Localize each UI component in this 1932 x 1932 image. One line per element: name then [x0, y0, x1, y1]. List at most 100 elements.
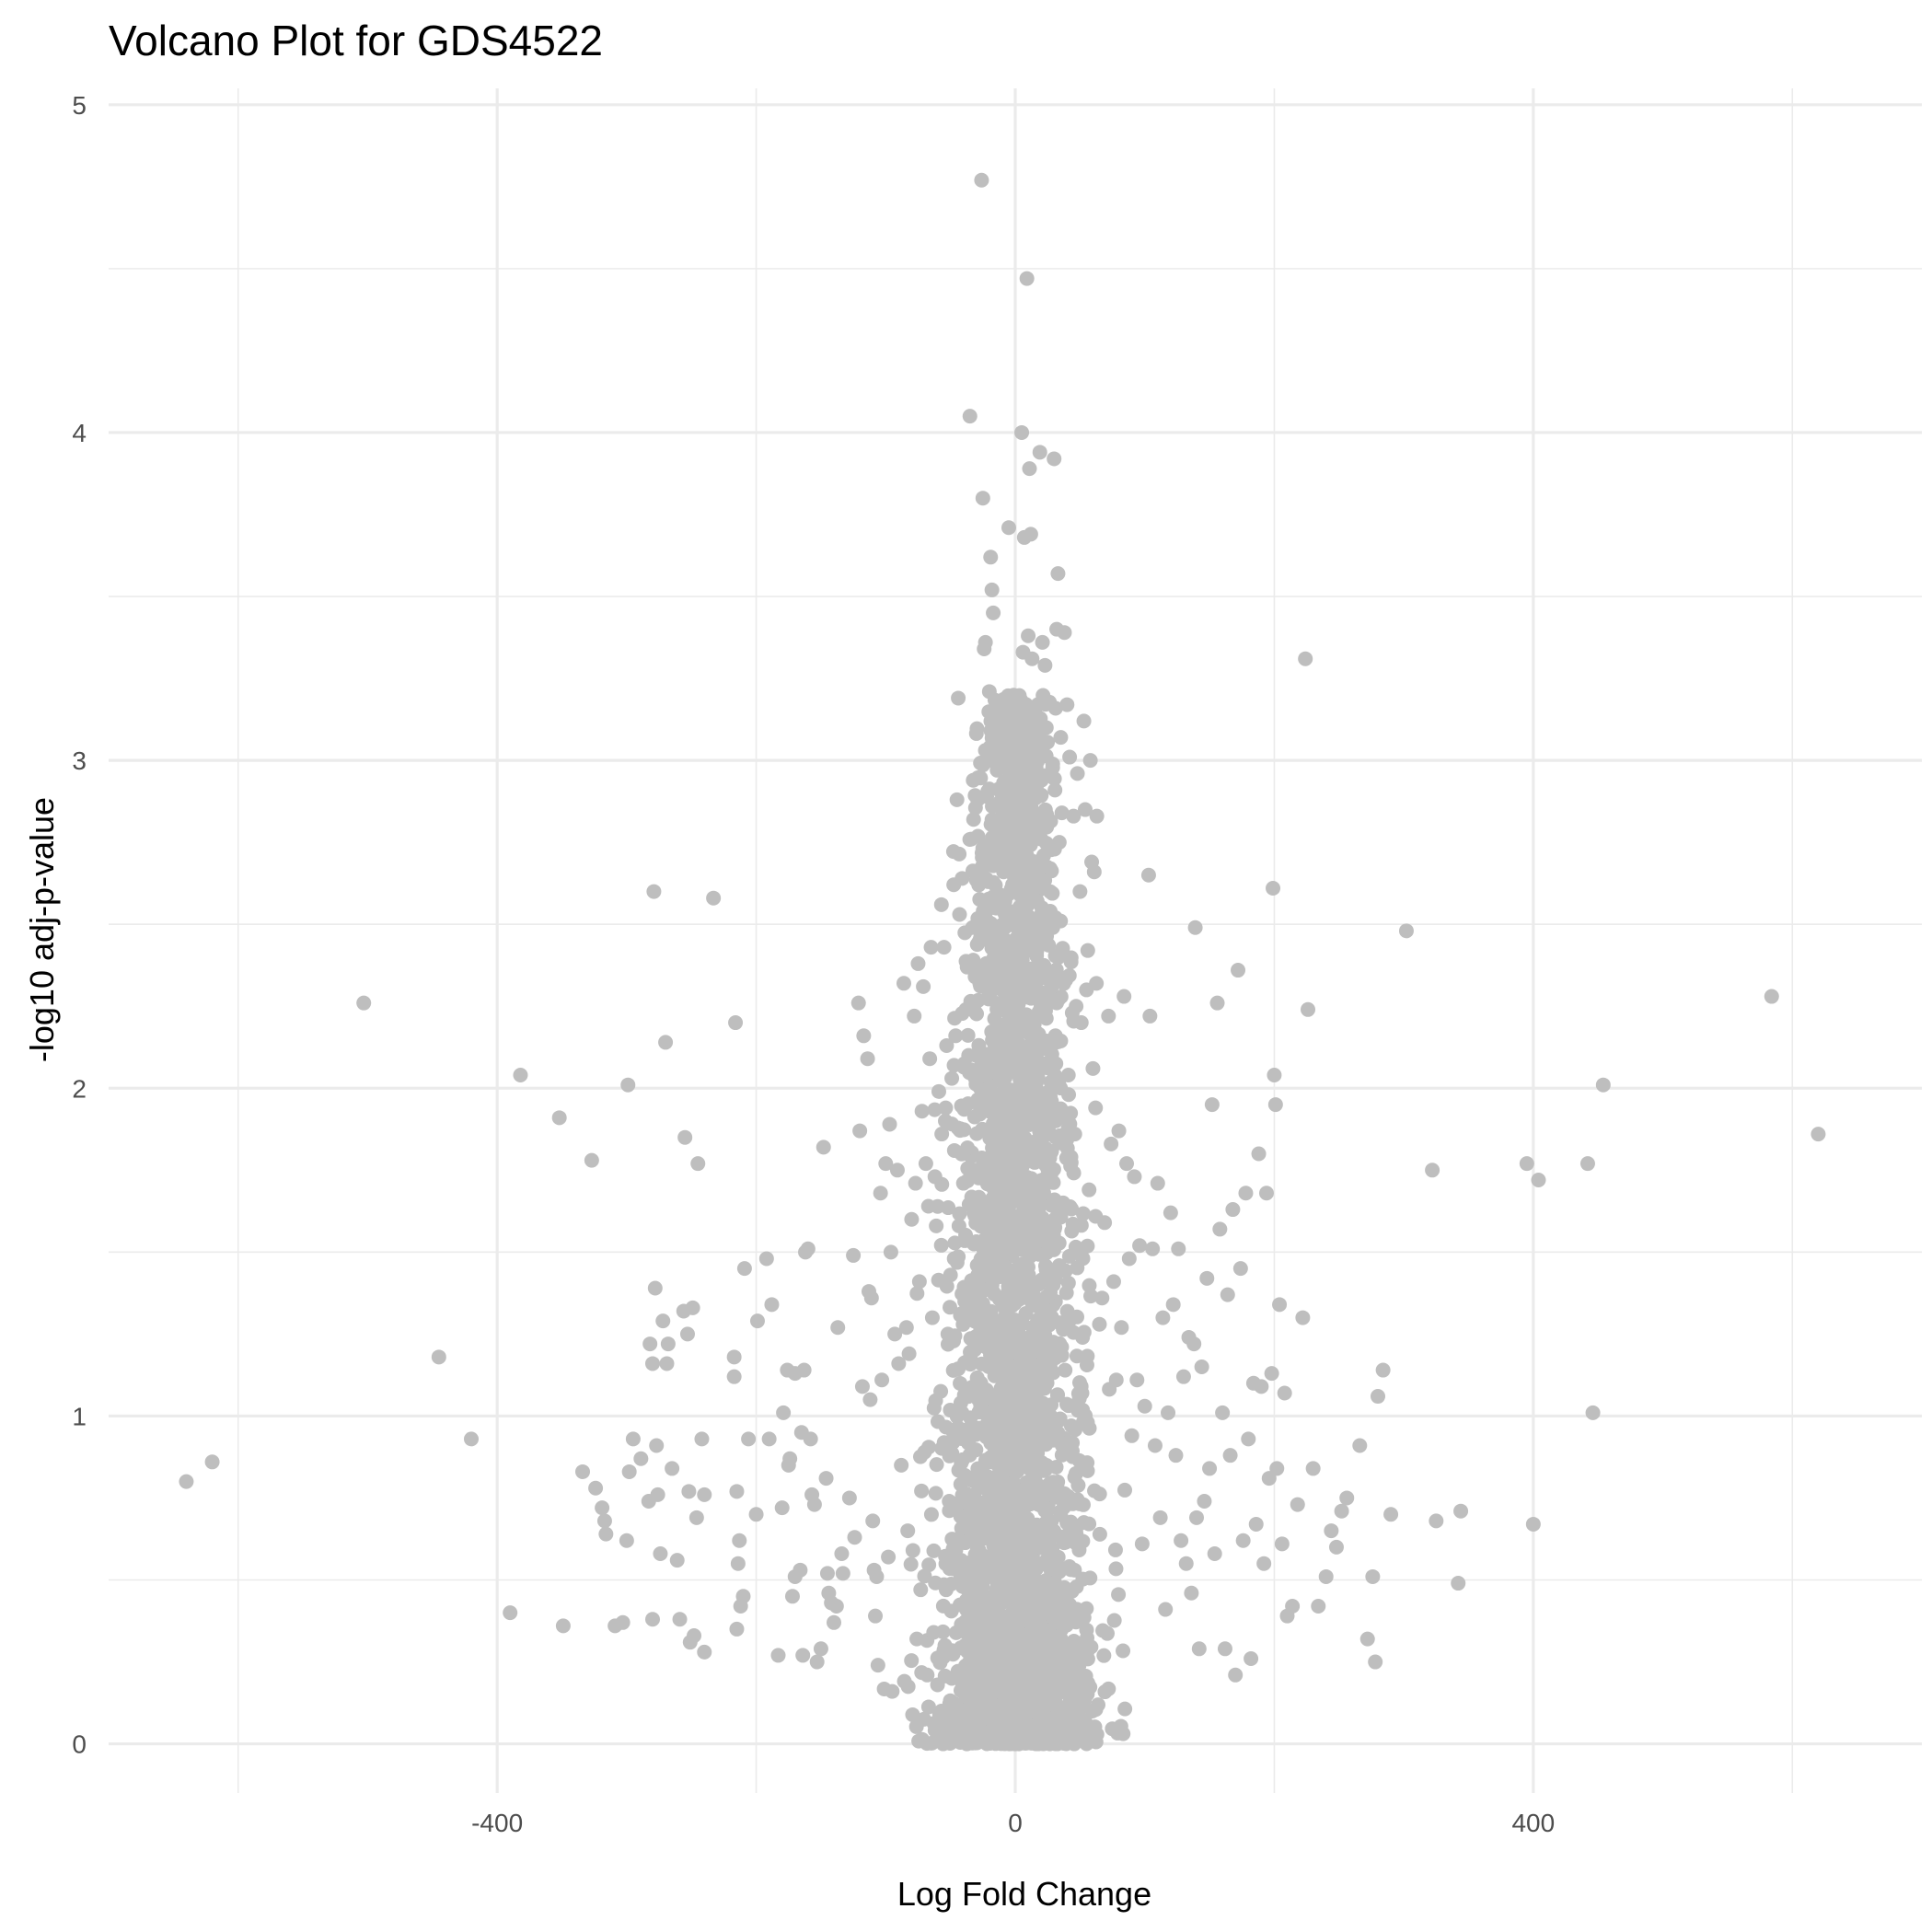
- data-point: [1027, 1154, 1043, 1170]
- data-point: [978, 1452, 993, 1468]
- data-point: [933, 897, 949, 912]
- data-point: [677, 1129, 693, 1145]
- data-point: [1043, 1341, 1059, 1357]
- data-point: [967, 969, 983, 985]
- data-point: [1039, 1589, 1055, 1604]
- data-point: [981, 1490, 997, 1506]
- data-point: [1070, 1639, 1086, 1655]
- data-point: [998, 1695, 1013, 1711]
- data-point: [1088, 1702, 1104, 1718]
- data-point: [967, 1640, 983, 1656]
- data-point: [966, 812, 981, 827]
- data-point: [1009, 1671, 1024, 1686]
- data-point: [909, 1631, 925, 1647]
- data-point: [1041, 1317, 1057, 1333]
- data-point: [983, 1149, 999, 1164]
- data-point: [1035, 818, 1051, 834]
- data-point: [995, 1730, 1011, 1745]
- data-point: [1026, 1435, 1042, 1451]
- data-point: [970, 1503, 986, 1519]
- data-point: [1152, 1510, 1168, 1525]
- data-point: [916, 978, 931, 994]
- data-point: [943, 1603, 959, 1619]
- data-point: [1007, 1192, 1023, 1208]
- x-axis-title: Log Fold Change: [897, 1875, 1151, 1913]
- data-point: [943, 1267, 958, 1283]
- data-point: [943, 1704, 959, 1719]
- data-point: [1094, 1290, 1110, 1306]
- data-point: [931, 1731, 947, 1747]
- data-point: [687, 1628, 702, 1644]
- data-point: [1116, 1643, 1131, 1659]
- y-tick-label: 1: [72, 1402, 87, 1430]
- data-point: [1053, 913, 1069, 929]
- data-point: [982, 1130, 998, 1146]
- data-point: [923, 940, 939, 955]
- data-point: [1100, 1625, 1116, 1641]
- data-point: [1086, 864, 1102, 880]
- data-point: [944, 1446, 960, 1462]
- data-point: [596, 1513, 612, 1529]
- data-point: [1060, 1716, 1076, 1731]
- data-point: [1024, 651, 1040, 666]
- data-point: [625, 1431, 641, 1447]
- data-point: [975, 491, 990, 506]
- data-point: [1174, 1533, 1189, 1548]
- data-point: [1147, 1438, 1163, 1453]
- data-point: [1011, 903, 1026, 919]
- data-point: [1052, 1504, 1068, 1520]
- data-point: [1042, 861, 1058, 876]
- data-point: [1030, 1656, 1046, 1672]
- data-point: [957, 1232, 973, 1248]
- data-point: [665, 1461, 680, 1476]
- data-point: [1047, 451, 1062, 467]
- data-point: [1040, 992, 1056, 1008]
- data-point: [960, 1027, 976, 1043]
- data-point: [1127, 1169, 1142, 1185]
- data-point: [977, 1603, 992, 1619]
- data-point: [920, 1699, 936, 1715]
- data-point: [957, 1715, 973, 1730]
- data-point: [1075, 1497, 1091, 1512]
- data-point: [1023, 526, 1038, 542]
- data-point: [1038, 1011, 1054, 1026]
- data-point: [1047, 700, 1063, 716]
- data-point: [1000, 1323, 1015, 1338]
- data-point: [1075, 1402, 1091, 1417]
- data-point: [1021, 830, 1036, 846]
- data-point: [1038, 720, 1054, 735]
- data-point: [1086, 1724, 1102, 1740]
- data-point: [1042, 904, 1058, 920]
- data-point: [1068, 1522, 1083, 1538]
- data-point: [1047, 1426, 1063, 1441]
- data-point: [729, 1484, 745, 1499]
- data-point: [1328, 1539, 1344, 1555]
- data-point: [1087, 1483, 1103, 1498]
- data-point: [1248, 1516, 1264, 1532]
- data-point: [962, 409, 978, 424]
- data-point: [1082, 1679, 1098, 1695]
- data-point: [940, 1326, 955, 1342]
- data-point: [920, 1198, 936, 1214]
- data-point: [660, 1336, 676, 1352]
- data-point: [980, 901, 996, 917]
- data-point: [970, 1464, 986, 1480]
- data-point: [951, 690, 966, 706]
- data-point: [981, 1322, 997, 1337]
- data-point: [973, 755, 989, 770]
- data-point: [1063, 954, 1079, 970]
- data-point: [941, 1200, 956, 1216]
- data-point: [1022, 1547, 1037, 1563]
- data-point: [598, 1526, 614, 1542]
- data-point: [655, 1313, 671, 1329]
- data-point: [1008, 1264, 1024, 1279]
- data-point: [1005, 1164, 1021, 1180]
- data-point: [1082, 1420, 1097, 1436]
- data-point: [984, 1255, 1000, 1271]
- data-point: [1044, 1093, 1059, 1109]
- data-point: [957, 1535, 973, 1551]
- data-point: [1235, 1533, 1251, 1548]
- data-point: [503, 1605, 518, 1621]
- data-point: [986, 1626, 1001, 1642]
